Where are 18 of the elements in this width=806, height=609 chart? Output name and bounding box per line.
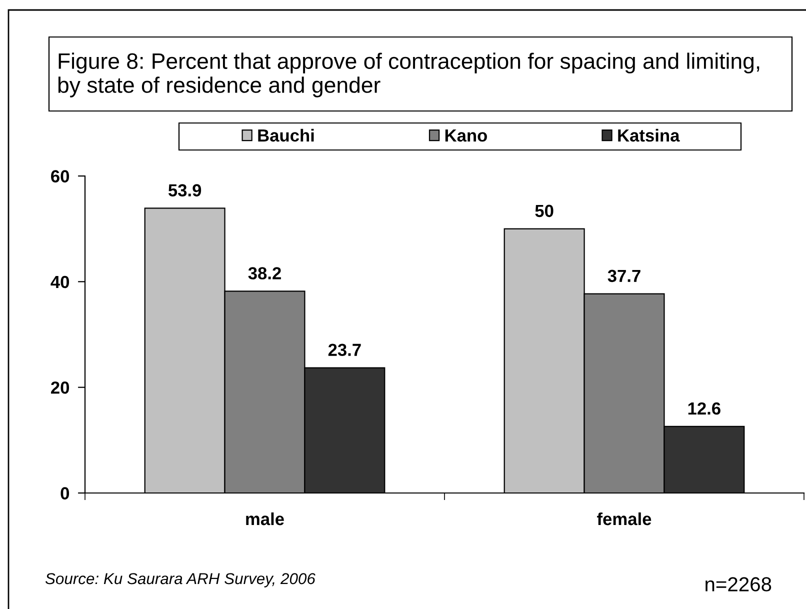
data-label: 38.2	[248, 267, 281, 280]
data-label: 50	[535, 204, 554, 218]
chart-title: Figure 8: Percent that approve of contraception for spacing and limiting, by state of residence and gender	[58, 52, 760, 98]
data-label: 53.9	[168, 184, 202, 196]
source-note: Source: Ku Saurara ARH Survey, 2006	[45, 573, 316, 588]
data-label: 23.7	[328, 344, 361, 356]
x-tick-label: female	[597, 512, 652, 526]
legend-label: Bauchi	[258, 128, 314, 142]
text: n=2268	[706, 577, 772, 592]
y-tick-label: 20	[51, 382, 70, 394]
y-tick-label: 60	[51, 170, 70, 182]
x-tick-label: male	[246, 512, 284, 526]
data-label: 12.6	[688, 402, 720, 415]
legend-label: Katsina	[618, 128, 680, 142]
data-label: 37.7	[608, 270, 640, 282]
y-tick-label: 0	[60, 487, 70, 500]
legend-label: Kano	[445, 130, 487, 142]
y-tick-label: 40	[50, 276, 70, 288]
